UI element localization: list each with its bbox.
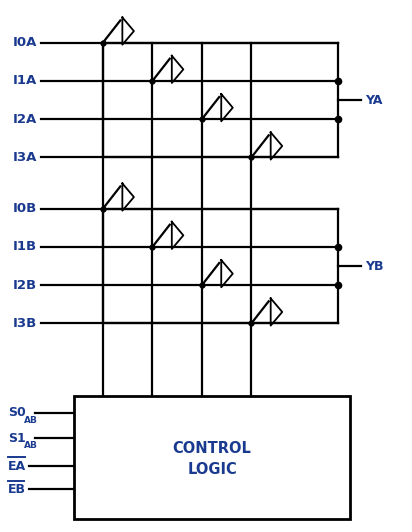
Text: YB: YB bbox=[365, 260, 383, 272]
Text: S0: S0 bbox=[8, 406, 26, 419]
Text: I0A: I0A bbox=[13, 36, 37, 49]
Text: LOGIC: LOGIC bbox=[187, 462, 237, 477]
Text: I3B: I3B bbox=[13, 317, 37, 330]
Text: I3A: I3A bbox=[13, 151, 37, 164]
Text: I1A: I1A bbox=[13, 74, 37, 87]
Text: I2B: I2B bbox=[13, 279, 37, 292]
Text: CONTROL: CONTROL bbox=[173, 440, 252, 455]
Text: I2A: I2A bbox=[13, 113, 37, 126]
Text: EA: EA bbox=[8, 460, 26, 472]
Bar bbox=[74, 396, 350, 519]
Text: YA: YA bbox=[365, 94, 382, 106]
Text: AB: AB bbox=[23, 442, 37, 451]
Text: EB: EB bbox=[8, 483, 26, 496]
Text: AB: AB bbox=[23, 416, 37, 425]
Text: I0B: I0B bbox=[13, 202, 37, 215]
Text: S1: S1 bbox=[8, 432, 26, 445]
Text: I1B: I1B bbox=[13, 240, 37, 253]
